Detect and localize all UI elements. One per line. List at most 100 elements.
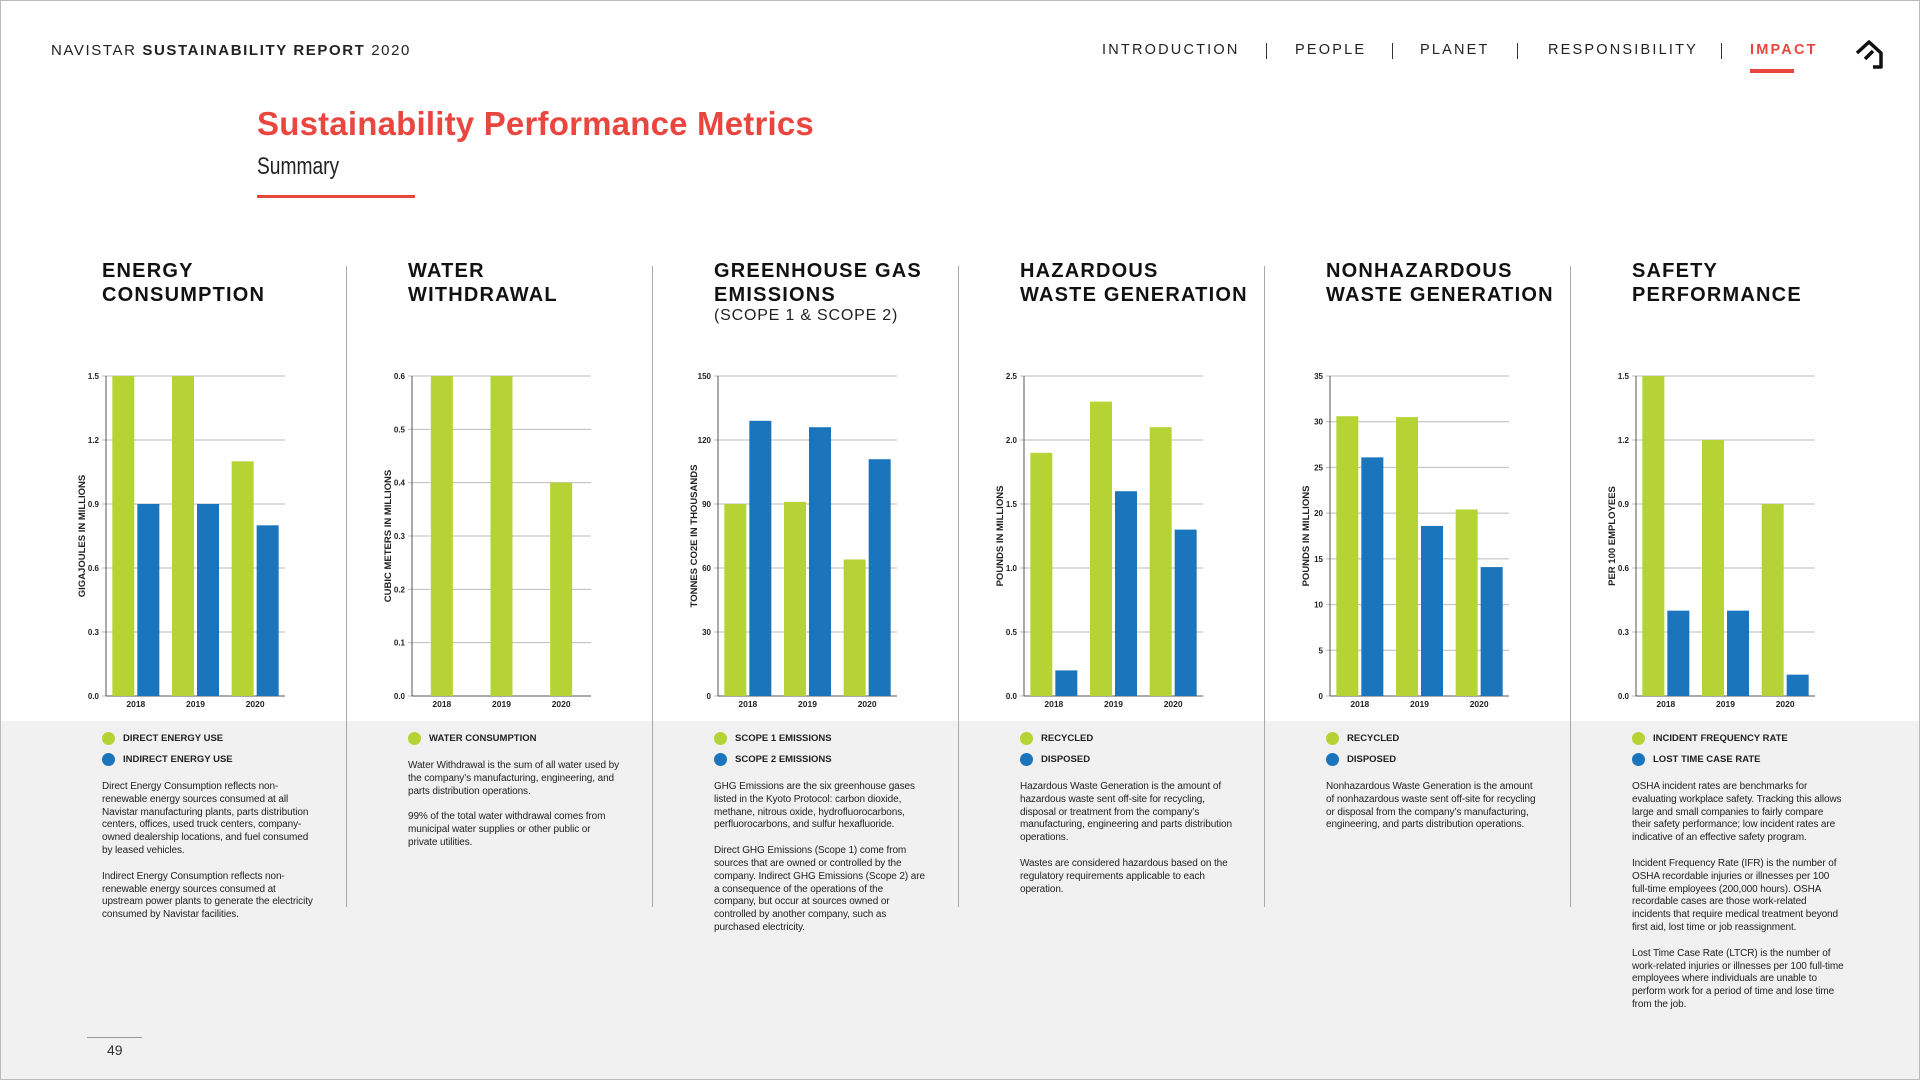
bar	[112, 376, 135, 696]
chart-title: SAFETY PERFORMANCE	[1632, 260, 1802, 306]
legend-swatch	[408, 732, 421, 745]
bar	[868, 459, 891, 696]
y-tick-label: 0.6	[88, 564, 100, 573]
y-axis-label: CUBIC METERS IN MILLIONS	[383, 470, 394, 602]
legend-item: DIRECT ENERGY USE	[102, 732, 223, 745]
x-tick-label: 2018	[126, 699, 145, 709]
description-paragraph: Incident Frequency Rate (IFR) is the num…	[1632, 857, 1838, 933]
bar	[490, 376, 513, 696]
legend-swatch	[1632, 732, 1645, 745]
bar	[172, 376, 194, 696]
y-tick-label: 0.4	[394, 479, 406, 488]
y-axis-label: PER 100 EMPLOYEES	[1607, 486, 1618, 586]
y-tick-label: 1.5	[1006, 500, 1018, 509]
bar	[1480, 567, 1503, 696]
nav-item[interactable]: RESPONSIBILITY	[1548, 42, 1699, 58]
bar	[1761, 504, 1784, 696]
description-paragraph: Hazardous Waste Generation is the amount…	[1020, 781, 1232, 844]
home-icon[interactable]	[1853, 37, 1885, 71]
y-tick-label: 0.9	[88, 500, 100, 509]
chart-title: WATER WITHDRAWAL	[408, 260, 558, 306]
y-axis-label: GIGAJOULES IN MILLIONS	[77, 475, 88, 597]
nav-item[interactable]: INTRODUCTION	[1102, 42, 1240, 58]
x-tick-label: 2018	[738, 699, 757, 709]
report-title-part: NAVISTAR	[51, 42, 137, 59]
y-tick-label: 60	[702, 564, 711, 573]
page-subtitle: Summary	[257, 153, 340, 180]
bar	[1642, 376, 1665, 696]
y-tick-label: 35	[1314, 372, 1323, 381]
nav-item[interactable]: IMPACT	[1750, 42, 1818, 58]
chart: 0.0 0.3 0.6 0.9 1.2 1.5 GIGAJOULES IN MILLIONS…	[77, 372, 285, 709]
y-tick-label: 0.2	[394, 585, 406, 594]
chart-title: GREENHOUSE GAS EMISSIONS	[714, 260, 922, 306]
y-tick-label: 30	[1314, 418, 1323, 427]
page-number-rule	[87, 1037, 142, 1038]
legend-swatch	[714, 732, 727, 745]
legend-label: RECYCLED	[1041, 733, 1094, 744]
y-tick-label: 0.6	[1618, 564, 1630, 573]
subtitle-underline	[257, 195, 415, 198]
legend-item: DISPOSED	[1326, 753, 1396, 766]
report-title-part: 2020	[371, 42, 411, 59]
y-tick-label: 0.0	[1006, 692, 1018, 701]
y-axis-label: POUNDS IN MILLIONS	[995, 486, 1006, 587]
legend-swatch	[1326, 732, 1339, 745]
legend-label: WATER CONSUMPTION	[429, 733, 537, 744]
description: OSHA incident rates are benchmarks for e…	[1632, 781, 1844, 1025]
chart: 0.0 0.3 0.6 0.9 1.2 1.5 PER 100 EMPLOYEES 2018 2…	[1607, 372, 1815, 709]
bar	[1702, 440, 1724, 696]
y-tick-label: 1.5	[88, 372, 100, 381]
chart: 0 5 10 15 20 25 30 35 POUNDS IN MILLIONS 2018 2019…	[1301, 372, 1509, 709]
description: Water Withdrawal is the sum of all water…	[408, 760, 620, 863]
y-tick-label: 0.3	[88, 628, 100, 637]
nav-separator	[1721, 43, 1722, 59]
bar	[1667, 610, 1690, 696]
bar	[256, 525, 279, 696]
chart-subtitle: (SCOPE 1 & SCOPE 2)	[714, 307, 899, 324]
bar	[137, 504, 160, 696]
legend-label: LOST TIME CASE RATE	[1653, 754, 1761, 765]
y-tick-label: 10	[1314, 601, 1323, 610]
x-tick-label: 2019	[1104, 699, 1123, 709]
nav-item[interactable]: PLANET	[1420, 42, 1490, 58]
x-tick-label: 2019	[186, 699, 205, 709]
bar	[1149, 427, 1172, 696]
bar	[1396, 417, 1418, 696]
y-tick-label: 1.2	[88, 436, 100, 445]
description-paragraph: 99% of the total water withdrawal comes …	[408, 811, 606, 848]
x-tick-label: 2020	[1776, 699, 1795, 709]
x-tick-label: 2018	[1350, 699, 1369, 709]
report-title-part: SUSTAINABILITY REPORT	[142, 42, 366, 59]
y-tick-label: 1.0	[1006, 564, 1018, 573]
legend-swatch	[1020, 753, 1033, 766]
x-tick-label: 2019	[1410, 699, 1429, 709]
description-paragraph: Nonhazardous Waste Generation is the amo…	[1326, 781, 1536, 831]
legend-label: RECYCLED	[1347, 733, 1400, 744]
x-tick-label: 2018	[1044, 699, 1063, 709]
x-tick-label: 2018	[1656, 699, 1675, 709]
bar	[430, 376, 453, 696]
page-title: Sustainability Performance Metrics	[257, 105, 814, 142]
description: Hazardous Waste Generation is the amount…	[1020, 781, 1232, 909]
y-tick-label: 5	[1319, 646, 1324, 655]
legend-label: INCIDENT FREQUENCY RATE	[1653, 733, 1788, 744]
y-tick-label: 0.9	[1618, 500, 1630, 509]
legend-swatch	[1326, 753, 1339, 766]
y-tick-label: 0.3	[1618, 628, 1630, 637]
y-tick-label: 0.0	[1618, 692, 1630, 701]
y-tick-label: 0.0	[88, 692, 100, 701]
nav-item[interactable]: PEOPLE	[1295, 42, 1367, 58]
description-paragraph: GHG Emissions are the six greenhouse gas…	[714, 781, 915, 831]
bar	[1361, 457, 1384, 696]
report-title: NAVISTAR SUSTAINABILITY REPORT 2020	[51, 42, 411, 59]
description-paragraph: Direct Energy Consumption reflects non-r…	[102, 781, 309, 856]
bar	[784, 501, 806, 696]
legend-label: DISPOSED	[1041, 754, 1091, 765]
y-tick-label: 0.3	[394, 532, 406, 541]
y-tick-label: 0.5	[1006, 628, 1018, 637]
x-tick-label: 2019	[798, 699, 817, 709]
legend-item: SCOPE 1 EMISSIONS	[714, 732, 832, 745]
description-paragraph: Lost Time Case Rate (LTCR) is the number…	[1632, 947, 1844, 1010]
description: Direct Energy Consumption reflects non-r…	[102, 781, 314, 935]
